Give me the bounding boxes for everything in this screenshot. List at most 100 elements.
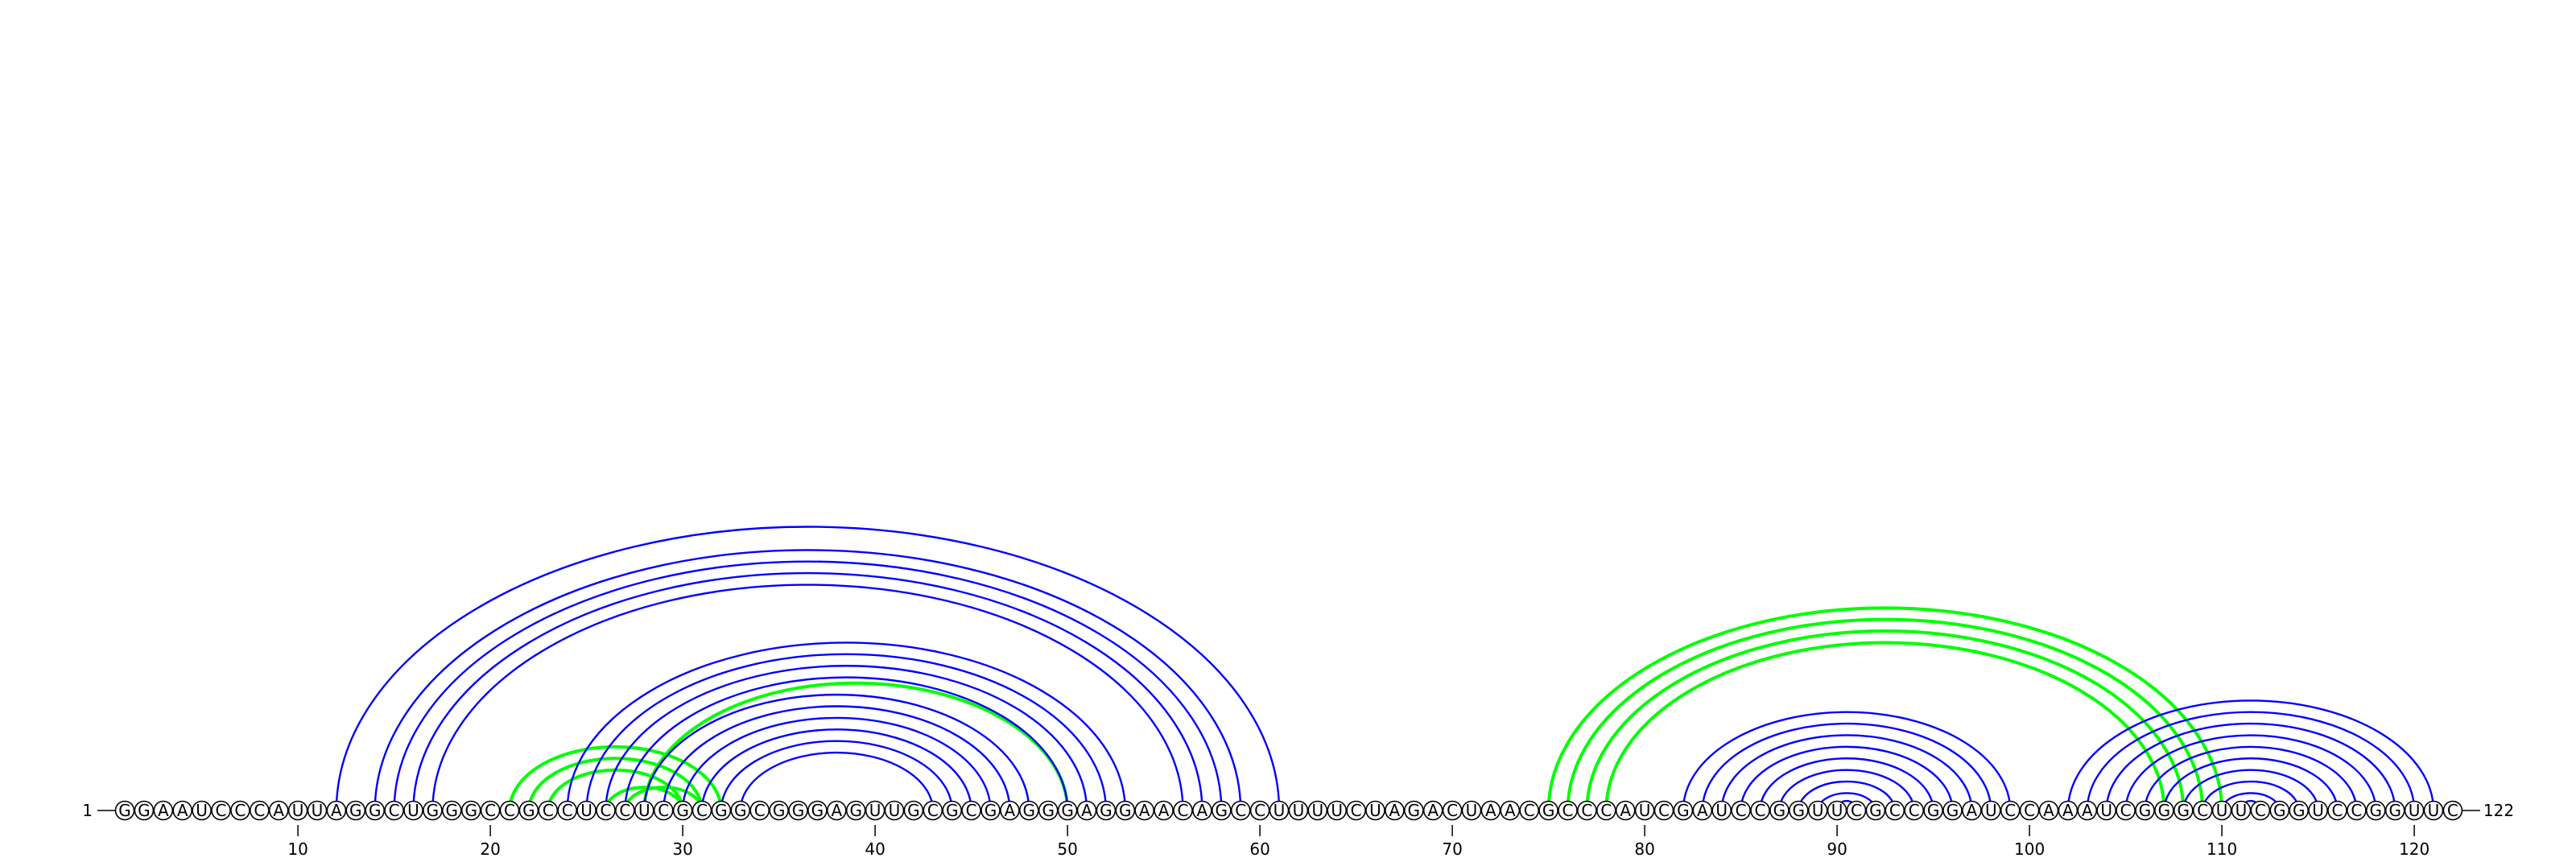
nucleotide-circle bbox=[2211, 800, 2232, 821]
nucleotide-letter: A bbox=[1485, 801, 1496, 820]
nucleotide-letter: C bbox=[1581, 801, 1592, 820]
nucleotide: G bbox=[423, 800, 443, 821]
nucleotide-letter: C bbox=[1254, 801, 1265, 820]
axis-tick-label: 30 bbox=[672, 839, 692, 858]
nucleotide: U bbox=[1365, 800, 1385, 821]
nucleotide-letter: G bbox=[427, 801, 440, 820]
end-index-label: 122 bbox=[2483, 801, 2514, 820]
nucleotide-circle bbox=[1173, 800, 1193, 821]
nucleotide-circle bbox=[1115, 800, 1136, 821]
nucleotide-letter: U bbox=[1369, 801, 1381, 820]
nucleotide: U bbox=[2308, 800, 2328, 821]
nucleotide-circle bbox=[1865, 800, 1886, 821]
base-pair-arc bbox=[412, 571, 1203, 811]
base-pair-arc bbox=[643, 693, 1030, 811]
nucleotide-letter: U bbox=[1466, 801, 1478, 820]
nucleotide-letter: C bbox=[543, 801, 554, 820]
nucleotide: U bbox=[2423, 800, 2444, 821]
nucleotide: C bbox=[557, 800, 578, 821]
nucleotide-letter: C bbox=[1909, 801, 1920, 820]
base-pair-arc bbox=[1701, 722, 1992, 811]
nucleotide-circle bbox=[2000, 800, 2021, 821]
nucleotide-circle bbox=[1327, 800, 1347, 821]
nucleotide-letter: G bbox=[734, 801, 747, 820]
nucleotide-circle bbox=[2442, 800, 2463, 821]
nucleotide-circle bbox=[2327, 800, 2347, 821]
nucleotide: C bbox=[499, 800, 520, 821]
nucleotide-circle bbox=[268, 800, 289, 821]
nucleotide: U bbox=[2404, 800, 2425, 821]
nucleotide: G bbox=[441, 800, 462, 821]
nucleotide-circle bbox=[538, 800, 559, 821]
nucleotide-circle bbox=[1692, 800, 1713, 821]
nucleotide-letter: U bbox=[2428, 801, 2440, 820]
nucleotide-letter: G bbox=[464, 801, 477, 820]
nucleotide-letter: G bbox=[138, 801, 151, 820]
nucleotide: C bbox=[384, 800, 404, 821]
nucleotide-letter: U bbox=[1831, 801, 1843, 820]
nucleotide: A bbox=[1192, 800, 1212, 821]
nucleotide-circle bbox=[153, 800, 174, 821]
nucleotide-circle bbox=[1538, 800, 1558, 821]
nucleotide-letter: G bbox=[1042, 801, 1055, 820]
nucleotide: G bbox=[672, 800, 693, 821]
nucleotide-circle bbox=[730, 800, 751, 821]
base-pair-arc bbox=[2144, 745, 2358, 811]
nucleotide-circle bbox=[2174, 800, 2194, 821]
axis-tick-label: 120 bbox=[2399, 839, 2429, 858]
nucleotide-circle bbox=[1096, 800, 1117, 821]
nucleotide-circle bbox=[230, 800, 250, 821]
nucleotide-letter: A bbox=[1389, 801, 1401, 820]
axis-tick-label: 40 bbox=[865, 839, 885, 858]
nucleotide-letter: A bbox=[1620, 801, 1631, 820]
base-pair-arc bbox=[624, 676, 1069, 811]
axis-tick-label: 100 bbox=[2014, 839, 2045, 858]
pseudoknot-arc bbox=[623, 786, 704, 811]
nucleotide-letter: G bbox=[1100, 801, 1113, 820]
nucleotide-letter: G bbox=[2139, 801, 2152, 820]
nucleotide-letter: G bbox=[985, 801, 997, 820]
nucleotide: G bbox=[2135, 800, 2155, 821]
nucleotide: G bbox=[980, 800, 1001, 821]
nucleotide-circle bbox=[1500, 800, 1521, 821]
nucleotide: A bbox=[1422, 800, 1443, 821]
nucleotide: G bbox=[2366, 800, 2386, 821]
nucleotide-circle bbox=[1923, 800, 1943, 821]
base-pair-arc bbox=[1778, 769, 1915, 811]
nucleotide: G bbox=[903, 800, 924, 821]
nucleotide: A bbox=[1480, 800, 1501, 821]
axis-tick-label: 10 bbox=[287, 839, 308, 858]
nucleotide: G bbox=[788, 800, 808, 821]
nucleotide-letter: C bbox=[254, 801, 265, 820]
nucleotide: U bbox=[1634, 800, 1655, 821]
nucleotide-circle bbox=[865, 800, 886, 821]
nucleotide: C bbox=[2327, 800, 2347, 821]
nucleotide-letter: G bbox=[2370, 801, 2383, 820]
nucleotide: C bbox=[1596, 800, 1616, 821]
nucleotide: G bbox=[1096, 800, 1117, 821]
nucleotide-circle bbox=[1827, 800, 1847, 821]
nucleotide-circle bbox=[1942, 800, 1963, 821]
nucleotide-letter: C bbox=[1351, 801, 1362, 820]
nucleotide-letter: C bbox=[234, 801, 246, 820]
base-pair-arc bbox=[2163, 757, 2339, 811]
nucleotide: C bbox=[1558, 800, 1578, 821]
nucleotide-letter: G bbox=[1773, 801, 1786, 820]
nucleotide-circle bbox=[1134, 800, 1154, 821]
axis-tick-label: 20 bbox=[480, 839, 500, 858]
nucleotide: C bbox=[1731, 800, 1751, 821]
nucleotide-circle bbox=[1307, 800, 1328, 821]
nucleotide-circle bbox=[1596, 800, 1616, 821]
base-pair-arc bbox=[2066, 699, 2435, 811]
nucleotide-letter: C bbox=[2120, 801, 2132, 820]
nucleotide: G bbox=[730, 800, 751, 821]
nucleotide: A bbox=[1500, 800, 1521, 821]
nucleotide-circle bbox=[1789, 800, 1809, 821]
nucleotide: G bbox=[845, 800, 866, 821]
nucleotide: G bbox=[2174, 800, 2194, 821]
nucleotide-circle bbox=[345, 800, 366, 821]
nucleotide-letter: C bbox=[927, 801, 939, 820]
nucleotide-letter: C bbox=[216, 801, 227, 820]
nucleotide-letter: U bbox=[2409, 801, 2421, 820]
nucleotide-letter: G bbox=[1677, 801, 1690, 820]
